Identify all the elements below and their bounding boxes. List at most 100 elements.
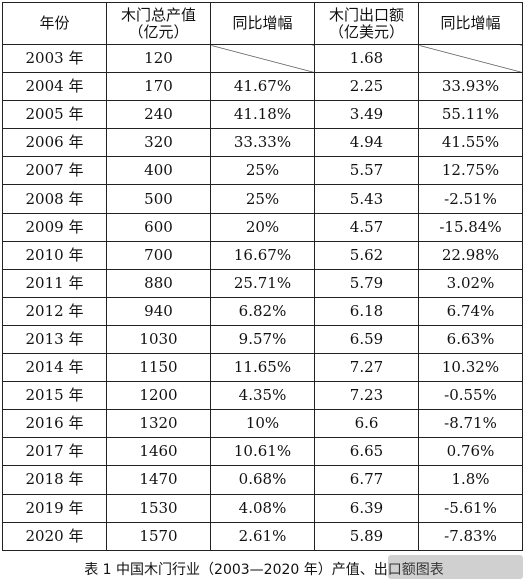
table-row: 2013 年 1030 9.57% 6.59 6.63% bbox=[2, 324, 523, 355]
table-row: 2017 年 1460 10.61% 6.65 0.76% bbox=[2, 437, 523, 467]
cell-export-value: 3.49 bbox=[314, 100, 419, 130]
cell-year: 2013 年 bbox=[2, 324, 107, 355]
cell-output-growth: 9.57% bbox=[210, 324, 315, 355]
cell-export-growth: 55.11% bbox=[418, 100, 523, 130]
cell-output-value: 880 bbox=[106, 268, 211, 298]
cell-export-growth: 1.8% bbox=[418, 465, 523, 495]
cell-export-growth: 22.98% bbox=[418, 240, 523, 270]
cell-export-value: 6.65 bbox=[314, 437, 419, 467]
cell-year: 2016 年 bbox=[2, 409, 107, 439]
cell-output-growth: 25.71% bbox=[210, 268, 315, 298]
header-year: 年份 bbox=[2, 2, 107, 45]
header-export-growth: 同比增幅 bbox=[418, 2, 523, 45]
header-output-value: 木门总产值（亿元） bbox=[106, 2, 211, 45]
cell-export-value: 6.6 bbox=[314, 409, 419, 439]
cell-output-value: 1470 bbox=[106, 465, 211, 495]
table-caption: 表 1 中国木门行业（2003—2020 年）产值、出口额图表 bbox=[84, 562, 444, 578]
table-row: 2010 年 700 16.67% 5.62 22.98% bbox=[2, 240, 523, 270]
table-row: 2009 年 600 20% 4.57 -15.84% bbox=[2, 212, 523, 242]
cell-output-value: 1460 bbox=[106, 437, 211, 467]
cell-export-value: 1.68 bbox=[314, 43, 419, 74]
cell-output-growth: 25% bbox=[210, 184, 315, 214]
table-row: 2012 年 940 6.82% 6.18 6.74% bbox=[2, 296, 523, 326]
cell-output-value: 120 bbox=[106, 43, 211, 74]
cell-output-value: 1200 bbox=[106, 381, 211, 411]
cell-export-value: 6.77 bbox=[314, 465, 419, 495]
cell-year: 2010 年 bbox=[2, 240, 107, 270]
cell-export-growth: 3.02% bbox=[418, 268, 523, 298]
cell-export-value: 6.18 bbox=[314, 296, 419, 326]
table-row: 2003 年 120 1.68 bbox=[2, 43, 523, 74]
cell-export-value: 2.25 bbox=[314, 72, 419, 102]
cell-year: 2019 年 bbox=[2, 493, 107, 523]
cell-output-growth: 4.35% bbox=[210, 381, 315, 411]
cell-export-growth: -0.55% bbox=[418, 381, 523, 411]
cell-year: 2008 年 bbox=[2, 184, 107, 214]
watermark-overlay bbox=[388, 555, 523, 579]
cell-output-value: 400 bbox=[106, 156, 211, 186]
cell-output-value: 600 bbox=[106, 212, 211, 242]
cell-output-growth: 10.61% bbox=[210, 437, 315, 467]
cell-year: 2003 年 bbox=[2, 43, 107, 74]
table-row: 2006 年 320 33.33% 4.94 41.55% bbox=[2, 128, 523, 158]
cell-export-value: 4.94 bbox=[314, 128, 419, 158]
cell-output-growth: 0.68% bbox=[210, 465, 315, 495]
cell-year: 2020 年 bbox=[2, 521, 107, 551]
cell-export-value: 5.62 bbox=[314, 240, 419, 270]
cell-year: 2007 年 bbox=[2, 156, 107, 186]
cell-output-growth: 20% bbox=[210, 212, 315, 242]
table-row: 2020 年 1570 2.61% 5.89 -7.83% bbox=[2, 521, 523, 551]
cell-output-value: 320 bbox=[106, 128, 211, 158]
cell-year: 2018 年 bbox=[2, 465, 107, 495]
cell-year: 2006 年 bbox=[2, 128, 107, 158]
cell-output-growth: 2.61% bbox=[210, 521, 315, 551]
cell-export-growth: 10.32% bbox=[418, 353, 523, 383]
cell-output-growth: 16.67% bbox=[210, 240, 315, 270]
empty-diagonal-cell bbox=[418, 43, 523, 74]
cell-export-growth: 6.63% bbox=[418, 324, 523, 355]
cell-export-growth: -7.83% bbox=[418, 521, 523, 551]
cell-export-growth: 0.76% bbox=[418, 437, 523, 467]
table-row: 2018 年 1470 0.68% 6.77 1.8% bbox=[2, 465, 523, 495]
cell-export-growth: -2.51% bbox=[418, 184, 523, 214]
cell-export-value: 5.89 bbox=[314, 521, 419, 551]
header-row: 年份 木门总产值（亿元） 同比增幅 木门出口额（亿美元） 同比增幅 bbox=[2, 2, 523, 45]
cell-export-value: 7.23 bbox=[314, 381, 419, 411]
cell-output-growth: 6.82% bbox=[210, 296, 315, 326]
cell-output-value: 1320 bbox=[106, 409, 211, 439]
cell-year: 2004 年 bbox=[2, 72, 107, 102]
cell-output-value: 1530 bbox=[106, 493, 211, 523]
cell-export-value: 5.57 bbox=[314, 156, 419, 186]
cell-export-value: 6.59 bbox=[314, 324, 419, 355]
cell-export-growth: 6.74% bbox=[418, 296, 523, 326]
cell-export-growth: 33.93% bbox=[418, 72, 523, 102]
cell-output-value: 240 bbox=[106, 100, 211, 130]
header-output-growth: 同比增幅 bbox=[210, 2, 315, 45]
cell-year: 2005 年 bbox=[2, 100, 107, 130]
cell-output-value: 700 bbox=[106, 240, 211, 270]
cell-export-value: 5.79 bbox=[314, 268, 419, 298]
cell-output-growth: 41.67% bbox=[210, 72, 315, 102]
cell-output-growth: 25% bbox=[210, 156, 315, 186]
table-row: 2011 年 880 25.71% 5.79 3.02% bbox=[2, 268, 523, 298]
cell-output-value: 1150 bbox=[106, 353, 211, 383]
empty-diagonal-cell bbox=[210, 43, 315, 74]
cell-export-value: 5.43 bbox=[314, 184, 419, 214]
cell-export-growth: 41.55% bbox=[418, 128, 523, 158]
cell-output-value: 170 bbox=[106, 72, 211, 102]
cell-output-growth: 10% bbox=[210, 409, 315, 439]
cell-year: 2009 年 bbox=[2, 212, 107, 242]
data-table-container: 年份 木门总产值（亿元） 同比增幅 木门出口额（亿美元） 同比增幅 2003 年… bbox=[2, 2, 523, 551]
cell-export-value: 7.27 bbox=[314, 353, 419, 383]
header-export-value: 木门出口额（亿美元） bbox=[314, 2, 419, 45]
cell-year: 2017 年 bbox=[2, 437, 107, 467]
cell-output-growth: 4.08% bbox=[210, 493, 315, 523]
cell-output-growth: 11.65% bbox=[210, 353, 315, 383]
cell-output-value: 1570 bbox=[106, 521, 211, 551]
table-row: 2016 年 1320 10% 6.6 -8.71% bbox=[2, 409, 523, 439]
cell-output-growth: 41.18% bbox=[210, 100, 315, 130]
cell-year: 2011 年 bbox=[2, 268, 107, 298]
table-row: 2019 年 1530 4.08% 6.39 -5.61% bbox=[2, 493, 523, 523]
table-row: 2008 年 500 25% 5.43 -2.51% bbox=[2, 184, 523, 214]
cell-output-value: 500 bbox=[106, 184, 211, 214]
